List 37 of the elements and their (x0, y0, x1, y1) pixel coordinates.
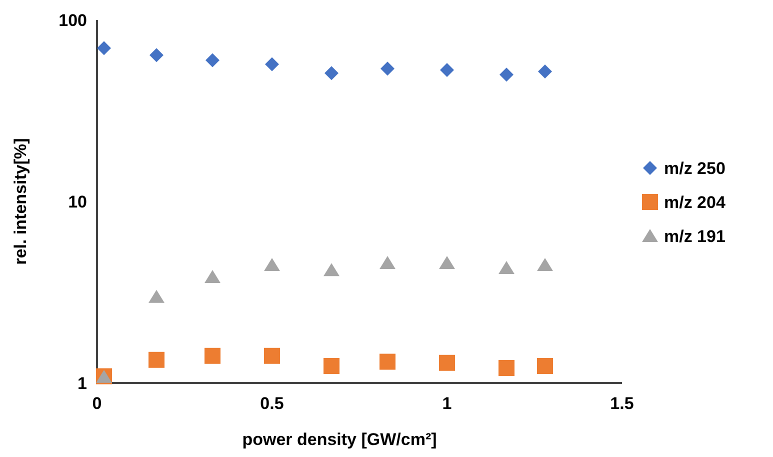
x-tick-label: 0 (92, 394, 102, 413)
x-tick-label: 1.5 (610, 394, 634, 413)
point (264, 348, 280, 364)
point (498, 261, 514, 274)
point (148, 352, 164, 368)
point (206, 53, 220, 68)
point (380, 256, 396, 270)
x-tick-label: 1 (442, 394, 452, 413)
point (439, 354, 455, 371)
point (324, 358, 340, 374)
point (440, 63, 454, 78)
legend-label: m/z 204 (664, 193, 726, 212)
point (538, 64, 552, 79)
point (380, 354, 396, 370)
point (537, 258, 553, 271)
point (537, 358, 553, 374)
point (264, 258, 280, 271)
y-tick-label: 100 (58, 11, 87, 30)
point (498, 360, 514, 376)
x-tick-label: 0.5 (260, 394, 284, 413)
legend-label: m/z 191 (664, 227, 726, 246)
point (380, 62, 394, 76)
y-tick-label: 10 (68, 192, 87, 212)
point (500, 68, 514, 82)
point (97, 41, 111, 56)
point (204, 348, 220, 364)
point (204, 270, 220, 283)
point (148, 290, 164, 303)
point (324, 66, 338, 80)
y-axis-title: rel. intensity[%] (11, 138, 30, 265)
legend-label: m/z 250 (664, 159, 726, 178)
point (439, 256, 455, 270)
point (324, 263, 340, 276)
y-tick-label: 1 (78, 374, 87, 393)
point (150, 48, 164, 62)
x-axis-title: power density [GW/cm²] (242, 430, 437, 449)
point (265, 57, 279, 72)
